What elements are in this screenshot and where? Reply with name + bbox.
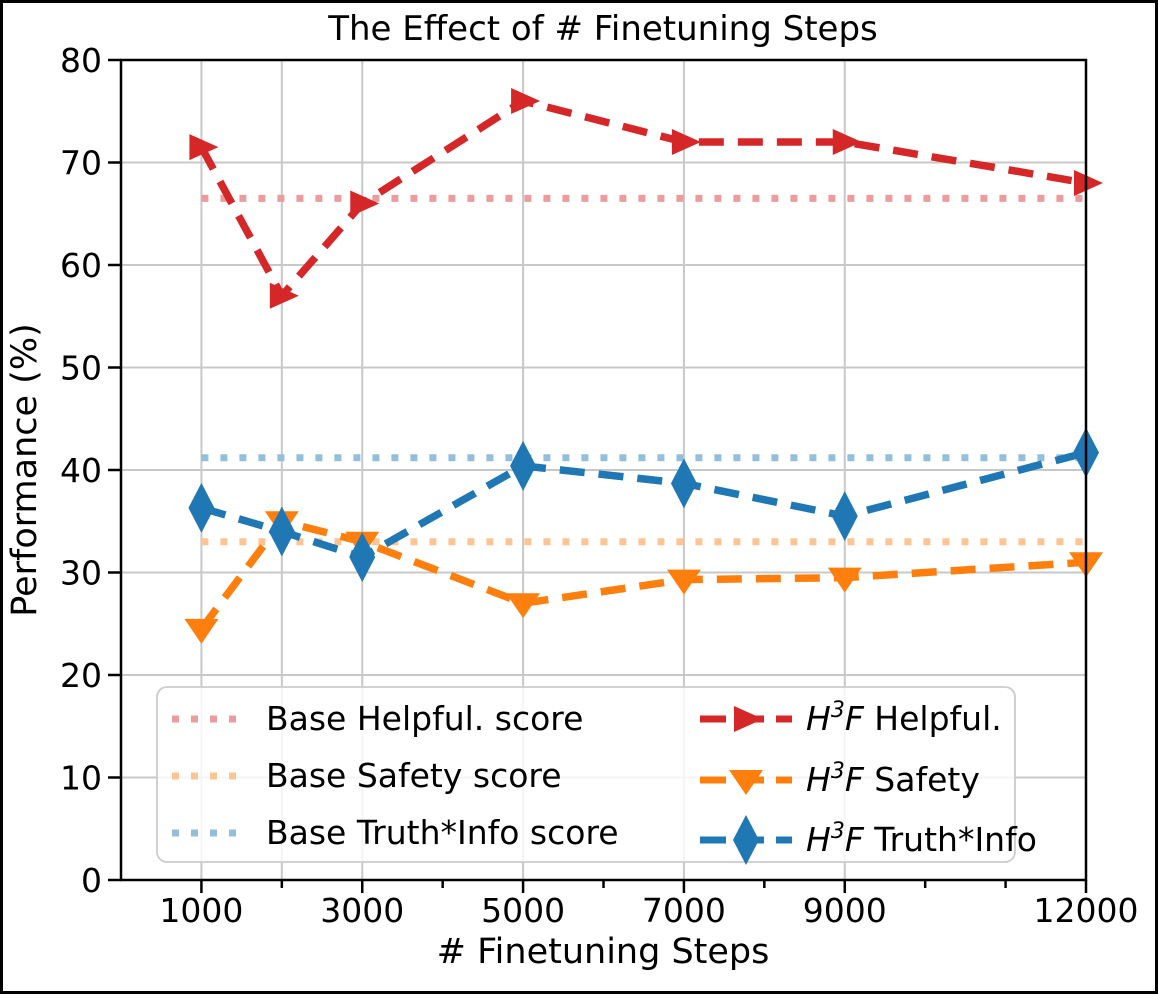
- x-tick-label-5000: 5000: [481, 891, 565, 930]
- axes: [108, 58, 1088, 893]
- triangle-down-marker: [184, 618, 219, 644]
- diamond-marker: [670, 458, 697, 509]
- y-tick-label-50: 50: [60, 349, 102, 388]
- y-tick-label-10: 10: [60, 759, 102, 798]
- legend-label: Base Helpful. score: [266, 699, 583, 738]
- triangle-down-marker: [666, 569, 701, 595]
- legend-label: H3F Safety: [806, 759, 980, 799]
- diamond-marker: [188, 482, 215, 533]
- legend-entry-h3f-safety: H3F Safety: [700, 759, 980, 799]
- triangle-right-marker: [511, 88, 541, 114]
- y-tick-label-30: 30: [60, 554, 102, 593]
- diamond-marker: [349, 532, 376, 583]
- baseline-series: [201, 194, 1086, 546]
- triangle-right-marker: [350, 190, 380, 217]
- data-series: [184, 88, 1103, 644]
- triangle-right-marker: [1074, 170, 1103, 196]
- y-tick-label-60: 60: [60, 246, 102, 285]
- triangle-down-marker: [729, 770, 763, 795]
- triangle-right-marker: [269, 282, 299, 309]
- diamond-marker: [268, 506, 295, 557]
- x-axis-label: # Finetuning Steps: [437, 932, 770, 972]
- triangle-right-marker: [189, 134, 219, 161]
- triangle-down-marker: [506, 593, 541, 619]
- diamond-marker: [831, 491, 858, 542]
- legend-entry-h3f-helpful: H3F Helpful.: [700, 698, 1002, 738]
- chart-title: The Effect of # Finetuning Steps: [327, 9, 878, 49]
- diamond-marker: [733, 815, 759, 865]
- tick-labels: 0 10 20 30 40 50 60 70 80 1000 3000 5000 7000 9000 120…: [60, 41, 1138, 930]
- y-tick-label-70: 70: [60, 144, 102, 183]
- y-tick-label-40: 40: [60, 451, 102, 490]
- legend-entry-h3f-truth-info: H3F Truth*Info: [700, 815, 1037, 865]
- x-tick-label-1000: 1000: [159, 891, 243, 930]
- x-tick-label-12000: 12000: [1034, 891, 1139, 930]
- y-axis-label: Performance (%): [5, 323, 45, 616]
- legend-label: H3F Helpful.: [806, 698, 1002, 738]
- legend-entry-base-helpful-score: Base Helpful. score: [172, 699, 583, 738]
- y-tick-label-80: 80: [60, 41, 102, 80]
- legend-label: H3F Truth*Info: [806, 819, 1037, 859]
- legend-label: Base Truth*Info score: [266, 813, 619, 852]
- triangle-right-marker: [734, 706, 763, 732]
- triangle-right-marker: [671, 129, 701, 155]
- x-tick-label-3000: 3000: [320, 891, 404, 930]
- legend-label: Base Safety score: [266, 756, 562, 795]
- triangle-down-marker: [827, 567, 862, 593]
- y-tick-label-20: 20: [60, 656, 102, 695]
- legend-box: [156, 686, 1016, 863]
- diamond-marker: [510, 440, 537, 491]
- x-tick-label-7000: 7000: [642, 891, 726, 930]
- triangle-right-marker: [832, 129, 862, 155]
- legend-entry-base-safety-score: Base Safety score: [172, 756, 562, 795]
- series-h3f-helpful: [189, 88, 1103, 309]
- legend-entry-base-truth-info-score: Base Truth*Info score: [172, 813, 619, 852]
- legend: Base Helpful. score Base Safety score Base…: [156, 686, 1037, 865]
- x-tick-label-9000: 9000: [803, 891, 887, 930]
- y-tick-label-0: 0: [81, 861, 102, 900]
